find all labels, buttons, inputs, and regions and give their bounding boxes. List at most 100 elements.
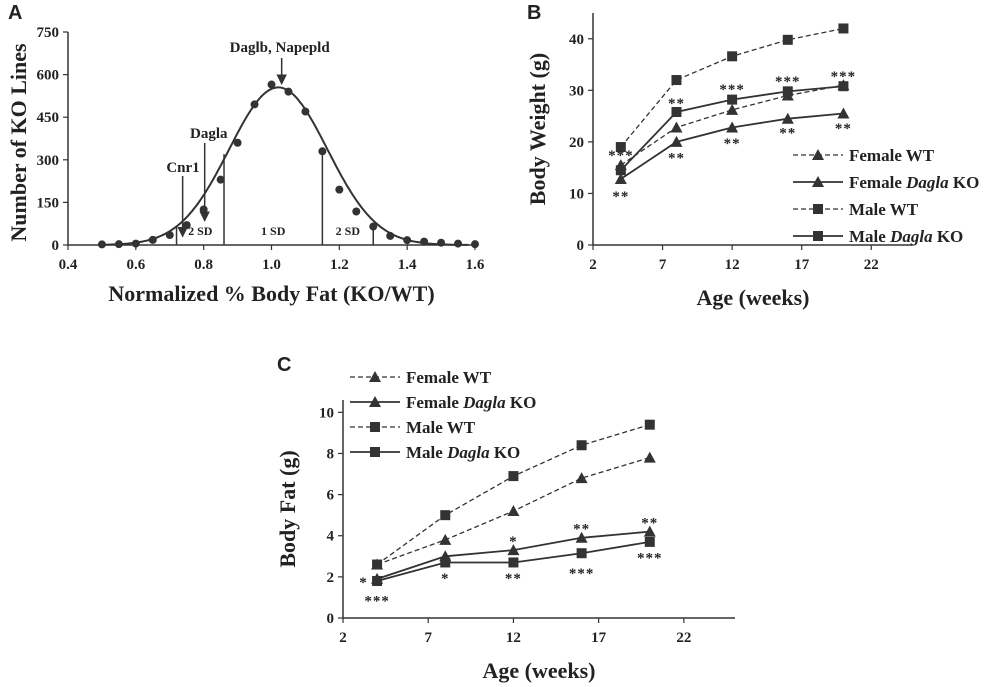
annotation-daglb-napepld: Daglb, Napepld <box>230 40 331 56</box>
panel-a-x-axis-title: Normalized % Body Fat (KO/WT) <box>108 281 434 306</box>
panel-c-x-tick-label: 12 <box>506 630 521 646</box>
panel-c-letter: C <box>277 354 291 376</box>
panel-b-data-marker <box>727 51 738 62</box>
panel-b-y-tick-label: 0 <box>577 238 585 254</box>
panel-a-data-point <box>165 231 174 240</box>
panel-b-data-marker <box>838 81 849 92</box>
panel-b-x-tick-label: 22 <box>864 257 879 273</box>
panel-a-x-tick-label: 1.6 <box>466 257 485 273</box>
panel-b: B 2 7 12 17 22 0 10 20 30 40 Age (weeks) Body Weight… <box>525 2 979 310</box>
panel-a-data-point <box>437 238 446 247</box>
panel-a-x-tick-label: 1.2 <box>330 257 349 273</box>
panel-b-data-marker <box>671 75 682 86</box>
panel-a-data-point <box>386 231 395 240</box>
panel-b-data-marker <box>727 94 738 105</box>
panel-b-data-marker <box>671 106 682 117</box>
panel-b-x-axis-title: Age (weeks) <box>696 285 809 310</box>
panel-c-y-tick-label: 2 <box>327 570 335 586</box>
panel-a-data-point <box>335 185 344 194</box>
panel-c-data-marker <box>440 557 451 568</box>
panel-c-significance-stars: *** <box>364 594 390 610</box>
panel-b-data-marker <box>782 86 793 97</box>
panel-c-significance-stars: * <box>359 575 368 591</box>
panel-b-significance-stars: ** <box>779 126 796 142</box>
panel-c-y-tick-label: 10 <box>319 405 334 421</box>
panel-c-y-axis-title: Body Fat (g) <box>275 450 300 567</box>
panel-a-data-point <box>420 237 429 246</box>
panel-a-x-tick-label: 0.6 <box>126 257 145 273</box>
panel-a-data-point <box>114 240 123 249</box>
panel-c-x-tick-label: 22 <box>676 630 691 646</box>
panel-a-data-point <box>301 107 310 116</box>
panel-c-data-marker <box>644 419 655 430</box>
panel-b-data-marker <box>781 112 794 124</box>
panel-c-y-tick-label: 8 <box>327 446 335 462</box>
panel-a-y-tick-label: 600 <box>37 68 60 84</box>
panel-b-significance-stars: ** <box>724 136 741 152</box>
panel-c-data-marker <box>575 472 588 484</box>
panel-b-data-marker <box>615 142 626 153</box>
panel-b-legend-marker <box>813 204 823 214</box>
panel-c-data-marker <box>439 533 452 545</box>
panel-a-data-point <box>216 175 225 184</box>
panel-c-significance-stars: * <box>509 534 518 550</box>
panel-c-legend-marker <box>370 422 380 432</box>
panel-b-data-marker <box>782 34 793 45</box>
panel-c-significance-stars: *** <box>637 550 663 566</box>
panel-b-significance-stars: *** <box>775 74 801 90</box>
panel-b-legend-label: Female WT <box>849 146 935 165</box>
panel-c-x-tick-label: 2 <box>339 630 347 646</box>
panel-b-legend-label: Female Dagla KO <box>849 173 979 192</box>
panel-b-y-tick-label: 20 <box>569 135 584 151</box>
panel-b-x-tick-label: 12 <box>725 257 740 273</box>
panel-c-data-marker <box>508 557 519 568</box>
panel-b-significance-stars: *** <box>831 69 857 85</box>
panel-b-data-marker <box>838 23 849 34</box>
panel-a-y-tick-label: 150 <box>37 195 60 211</box>
panel-a-x-tick-label: 0.8 <box>194 257 213 273</box>
panel-a-data-point <box>233 138 242 147</box>
panel-c-data-marker <box>575 531 588 543</box>
panel-b-legend-label: Male WT <box>849 200 919 219</box>
annotation-dagla: Dagla <box>190 126 228 142</box>
panel-c-significance-stars: *** <box>569 566 595 582</box>
panel-b-significance-stars: ** <box>668 96 685 112</box>
panel-c-data-marker <box>576 548 587 559</box>
panel-a-x-tick-label: 1.4 <box>398 257 417 273</box>
panel-a-y-tick-label: 300 <box>37 153 60 169</box>
panel-c-data-marker <box>643 525 656 537</box>
panel-b-x-tick-label: 17 <box>794 257 810 273</box>
panel-b-data-marker <box>837 107 850 119</box>
panel-a-data-point <box>267 80 276 89</box>
panel-b-data-marker <box>726 103 739 115</box>
annotation-cnr1: Cnr1 <box>166 160 199 176</box>
panel-a-sd-label: 1 SD <box>261 224 286 238</box>
panel-a-data-point <box>318 147 327 156</box>
panel-a-x-tick-label: 0.4 <box>59 257 78 273</box>
panel-a-data-point <box>403 236 412 245</box>
panel-c-y-tick-label: 0 <box>327 611 335 627</box>
panel-c-y-tick-label: 4 <box>327 529 335 545</box>
panel-c-legend-label: Female WT <box>406 368 492 387</box>
panel-a-data-point <box>148 235 157 244</box>
panel-a-data-point <box>97 240 106 249</box>
panel-b-x-tick-label: 7 <box>659 257 667 273</box>
panel-c-data-marker <box>643 451 656 463</box>
panel-c-legend-marker <box>369 371 381 382</box>
panel-a-data-point <box>352 207 361 216</box>
panel-a-y-tick-label: 750 <box>37 25 60 41</box>
panel-b-data-marker <box>670 121 683 133</box>
panel-a-data-point <box>131 239 140 248</box>
panel-a-y-tick-label: 0 <box>52 238 60 254</box>
panel-b-legend-marker <box>813 231 823 241</box>
panel-a-fit-curve <box>101 86 469 246</box>
panel-a-y-axis-title: Number of KO Lines <box>6 43 31 242</box>
panel-c-legend-marker <box>369 396 381 407</box>
panel-c-y-tick-label: 6 <box>327 488 335 504</box>
panel-c-legend-marker <box>370 447 380 457</box>
panel-b-significance-stars: ** <box>835 121 852 137</box>
panel-a-x-tick-label: 1.0 <box>262 257 281 273</box>
panel-a-y-tick-label: 450 <box>37 110 60 126</box>
panel-a-data-point <box>182 221 191 230</box>
